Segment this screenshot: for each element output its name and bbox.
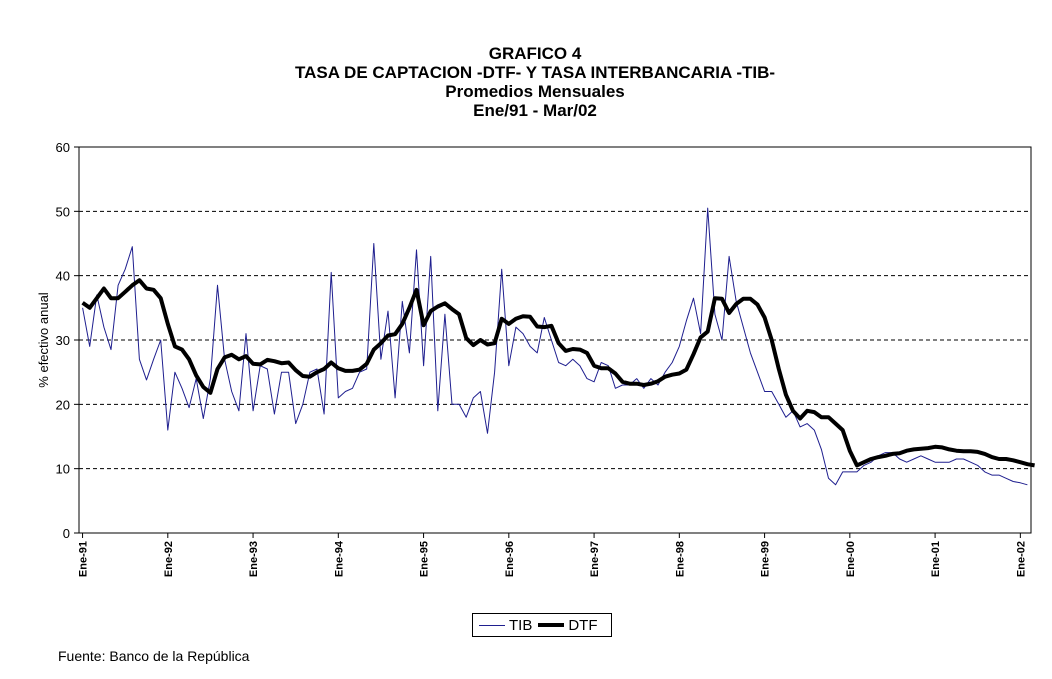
y-tick-label-20: 20 bbox=[56, 397, 70, 412]
legend-swatch-dtf bbox=[538, 623, 565, 627]
y-tick-label-50: 50 bbox=[56, 204, 70, 219]
y-tick-label-30: 30 bbox=[56, 333, 70, 348]
x-tick-label-Ene-94: Ene-94 bbox=[333, 540, 345, 577]
chart-title: GRAFICO 4 bbox=[488, 44, 582, 63]
chart-subtitle-3: Ene/91 - Mar/02 bbox=[473, 101, 597, 120]
x-tick-label-Ene-95: Ene-95 bbox=[419, 541, 431, 577]
source-note: Fuente: Banco de la República bbox=[58, 648, 250, 664]
x-tick-label-Ene-93: Ene-93 bbox=[248, 541, 260, 577]
series-line-tib bbox=[82, 207, 1028, 486]
legend-swatch-tib bbox=[479, 624, 505, 626]
y-tick-label-0: 0 bbox=[63, 526, 70, 541]
x-tick-label-Ene-91: Ene-91 bbox=[78, 541, 90, 577]
x-tick-label-Ene-01: Ene-01 bbox=[930, 541, 942, 577]
x-tick-label-Ene-96: Ene-96 bbox=[504, 541, 516, 577]
legend-label-tib: TIB bbox=[509, 616, 533, 634]
x-tick-label-Ene-92: Ene-92 bbox=[163, 541, 175, 577]
legend: TIB DTF bbox=[472, 613, 612, 637]
chart-titles: GRAFICO 4 TASA DE CAPTACION -DTF- Y TASA… bbox=[0, 44, 1052, 120]
y-tick-label-10: 10 bbox=[56, 462, 70, 477]
chart-subtitle-2: Promedios Mensuales bbox=[445, 82, 625, 101]
series-line-dtf bbox=[81, 278, 1035, 468]
x-tick-label-Ene-00: Ene-00 bbox=[845, 541, 857, 577]
y-tick-label-60: 60 bbox=[56, 140, 70, 155]
x-tick-label-Ene-98: Ene-98 bbox=[674, 541, 686, 577]
y-axis-label: % efectivo anual bbox=[36, 292, 51, 388]
line-chart: 0 10 20 30 40 50 60 Ene-91 Ene-92 Ene-93 Ene-94 Ene… bbox=[36, 140, 1035, 577]
chart-subtitle: TASA DE CAPTACION -DTF- Y TASA INTERBANC… bbox=[294, 63, 776, 82]
legend-item-dtf: DTF bbox=[532, 616, 598, 634]
legend-label-dtf: DTF bbox=[568, 616, 598, 634]
plot-area bbox=[78, 146, 1032, 534]
y-tick-label-40: 40 bbox=[56, 269, 70, 284]
legend-item-tib: TIB bbox=[473, 617, 532, 634]
x-tick-label-Ene-02: Ene-02 bbox=[1015, 541, 1027, 577]
x-tick-label-Ene-99: Ene-99 bbox=[760, 541, 772, 577]
x-tick-label-Ene-97: Ene-97 bbox=[589, 541, 601, 577]
